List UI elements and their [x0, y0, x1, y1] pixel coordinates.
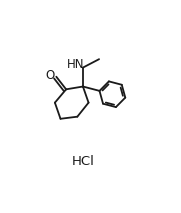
Text: O: O	[46, 69, 55, 82]
Text: HN: HN	[67, 58, 84, 71]
Text: HCl: HCl	[71, 155, 94, 168]
